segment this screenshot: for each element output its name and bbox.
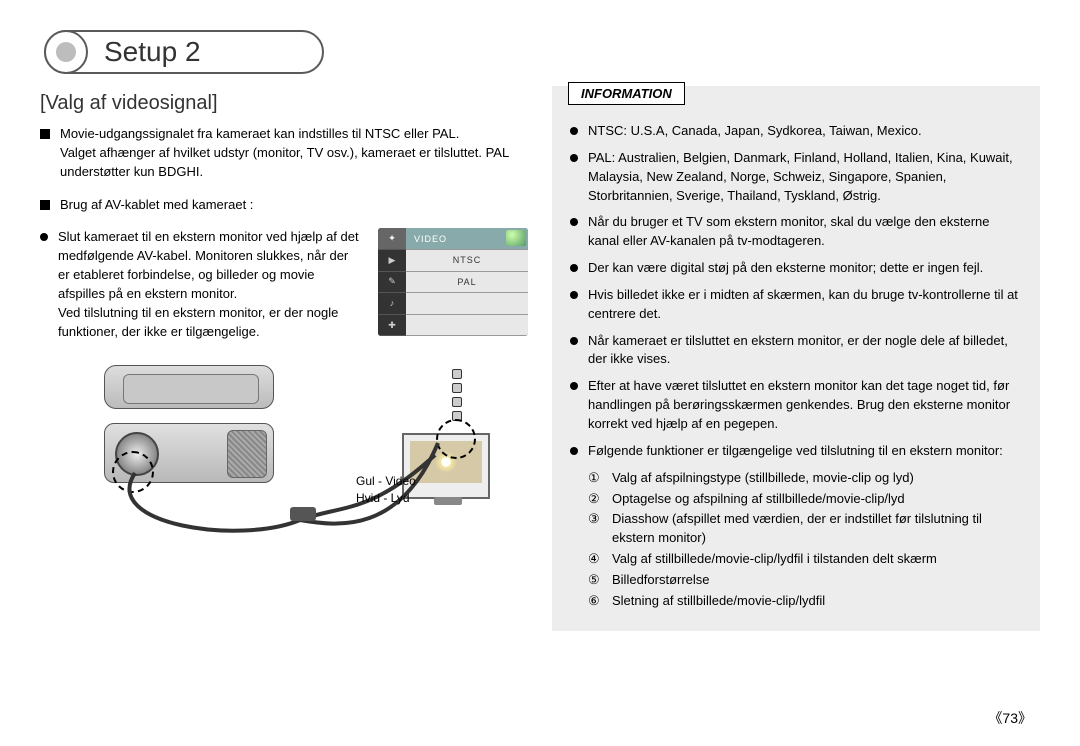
dot-bullet-icon xyxy=(570,291,578,299)
func-6: ⑥ Sletning af stillbillede/movie-clip/ly… xyxy=(588,592,1022,611)
p3a: Slut kameraet til en ekstern monitor ved… xyxy=(58,229,359,301)
para-video-output: Movie-udgangssignalet fra kameraet kan i… xyxy=(40,125,528,182)
information-title: INFORMATION xyxy=(581,86,672,101)
page-columns: [Valg af videosignal] Movie-udgangssigna… xyxy=(40,86,1040,631)
information-body: NTSC: U.S.A, Canada, Japan, Sydkorea, Ta… xyxy=(570,100,1022,611)
func-3-text: Diasshow (afspillet med værdien, der er … xyxy=(612,510,1022,548)
func-3: ③ Diasshow (afspillet med værdien, der e… xyxy=(588,510,1022,548)
func-1: ① Valg af afspilningstype (stillbillede,… xyxy=(588,469,1022,488)
square-bullet-icon xyxy=(40,129,50,139)
info-noise: Der kan være digital støj på den ekstern… xyxy=(570,259,1022,278)
menu-thumbnail-icon xyxy=(506,230,526,246)
circled-4: ④ xyxy=(588,550,604,569)
circled-3: ③ xyxy=(588,510,604,548)
info-b2: PAL: Australien, Belgien, Danmark, Finla… xyxy=(588,149,1022,206)
func-1-text: Valg af afspilningstype (stillbillede, m… xyxy=(612,469,914,488)
menu-play-icon: ▶ xyxy=(378,250,406,272)
func-6-text: Sletning af stillbillede/movie-clip/lydf… xyxy=(612,592,825,611)
p3b: Ved tilslutning til en ekstern monitor, … xyxy=(58,305,338,339)
label-white-audio: Hvid - Lyd xyxy=(356,491,410,505)
circled-6: ⑥ xyxy=(588,592,604,611)
menu-tool-icon: ✎ xyxy=(378,272,406,294)
menu-setup-icon: ✦ xyxy=(378,228,406,250)
right-column: INFORMATION NTSC: U.S.A, Canada, Japan, … xyxy=(552,86,1040,631)
circled-1: ① xyxy=(588,469,604,488)
left-column: [Valg af videosignal] Movie-udgangssigna… xyxy=(40,86,528,631)
p1b: Valget afhænger af hvilket udstyr (monit… xyxy=(60,145,509,179)
info-b7: Efter at have været tilsluttet en ekster… xyxy=(588,377,1022,434)
dot-bullet-icon xyxy=(40,233,48,241)
info-b5: Hvis billedet ikke er i midten af skærme… xyxy=(588,286,1022,324)
func-4-text: Valg af stillbillede/movie-clip/lydfil i… xyxy=(612,550,937,569)
chapter-bullet-outer xyxy=(44,30,88,74)
square-bullet-icon xyxy=(40,200,50,210)
p1: Movie-udgangssignalet fra kameraet kan i… xyxy=(60,126,459,141)
func-5: ⑤ Billedforstørrelse xyxy=(588,571,1022,590)
cable-color-labels: Gul - Video Hvid - Lyd xyxy=(356,473,416,507)
info-b6: Når kameraet er tilsluttet en ekstern mo… xyxy=(588,332,1022,370)
para-connect: Slut kameraet til en ekstern monitor ved… xyxy=(40,228,362,341)
info-b1: NTSC: U.S.A, Canada, Japan, Sydkorea, Ta… xyxy=(588,122,922,141)
dot-bullet-icon xyxy=(570,382,578,390)
info-crop: Når kameraet er tilsluttet en ekstern mo… xyxy=(570,332,1022,370)
label-yellow-video: Gul - Video xyxy=(356,474,416,488)
func-2: ② Optagelse og afspilning af stillbilled… xyxy=(588,490,1022,509)
info-ntsc: NTSC: U.S.A, Canada, Japan, Sydkorea, Ta… xyxy=(570,122,1022,141)
menu-opt-pal: PAL xyxy=(406,272,528,294)
func-5-text: Billedforstørrelse xyxy=(612,571,710,590)
info-functions-available: Følgende funktioner er tilgængelige ved … xyxy=(570,442,1022,461)
para-connect-text: Slut kameraet til en ekstern monitor ved… xyxy=(58,228,362,341)
func-2-text: Optagelse og afspilning af stillbillede/… xyxy=(612,490,905,509)
dot-bullet-icon xyxy=(570,264,578,272)
info-center: Hvis billedet ikke er i midten af skærme… xyxy=(570,286,1022,324)
page-number: 《73》 xyxy=(988,708,1032,728)
dot-bullet-icon xyxy=(570,447,578,455)
info-b4: Der kan være digital støj på den ekstern… xyxy=(588,259,983,278)
func-4: ④ Valg af stillbillede/movie-clip/lydfil… xyxy=(588,550,1022,569)
menu-opt-ntsc: NTSC xyxy=(406,250,528,272)
circled-2: ② xyxy=(588,490,604,509)
chapter-title: Setup 2 xyxy=(104,36,201,68)
information-tab: INFORMATION xyxy=(568,82,685,105)
dot-bullet-icon xyxy=(570,154,578,162)
section-heading: [Valg af videosignal] xyxy=(40,92,528,115)
av-cable-path xyxy=(40,365,520,555)
p2: Brug af AV-kablet med kameraet : xyxy=(60,196,253,215)
menu-row-empty1 xyxy=(406,293,528,315)
info-pal: PAL: Australien, Belgien, Danmark, Finla… xyxy=(570,149,1022,206)
info-b8: Følgende funktioner er tilgængelige ved … xyxy=(588,442,1003,461)
connect-row: Slut kameraet til en ekstern monitor ved… xyxy=(40,228,528,355)
info-b3: Når du bruger et TV som ekstern monitor,… xyxy=(588,213,1022,251)
menu-sound-icon: ♪ xyxy=(378,293,406,315)
information-box: NTSC: U.S.A, Canada, Japan, Sydkorea, Ta… xyxy=(552,86,1040,631)
info-touch-delay: Efter at have været tilsluttet en ekster… xyxy=(570,377,1022,434)
chapter-bullet-inner xyxy=(56,42,76,62)
menu-wrench-icon: ✚ xyxy=(378,315,406,337)
dot-bullet-icon xyxy=(570,127,578,135)
av-connection-illustration: Gul - Video Hvid - Lyd xyxy=(40,365,520,555)
menu-sidebar: ✦ ▶ ✎ ♪ ✚ xyxy=(378,228,406,336)
para-av-cable: Brug af AV-kablet med kameraet : xyxy=(40,196,528,215)
camera-menu-mock: ✦ ▶ ✎ ♪ ✚ VIDEO NTSC PAL xyxy=(378,228,528,336)
dot-bullet-icon xyxy=(570,218,578,226)
menu-row-empty2 xyxy=(406,315,528,337)
chapter-tab: Setup 2 xyxy=(44,30,324,74)
circled-5: ⑤ xyxy=(588,571,604,590)
dot-bullet-icon xyxy=(570,337,578,345)
info-tv-channel: Når du bruger et TV som ekstern monitor,… xyxy=(570,213,1022,251)
para-video-output-text: Movie-udgangssignalet fra kameraet kan i… xyxy=(60,125,528,182)
